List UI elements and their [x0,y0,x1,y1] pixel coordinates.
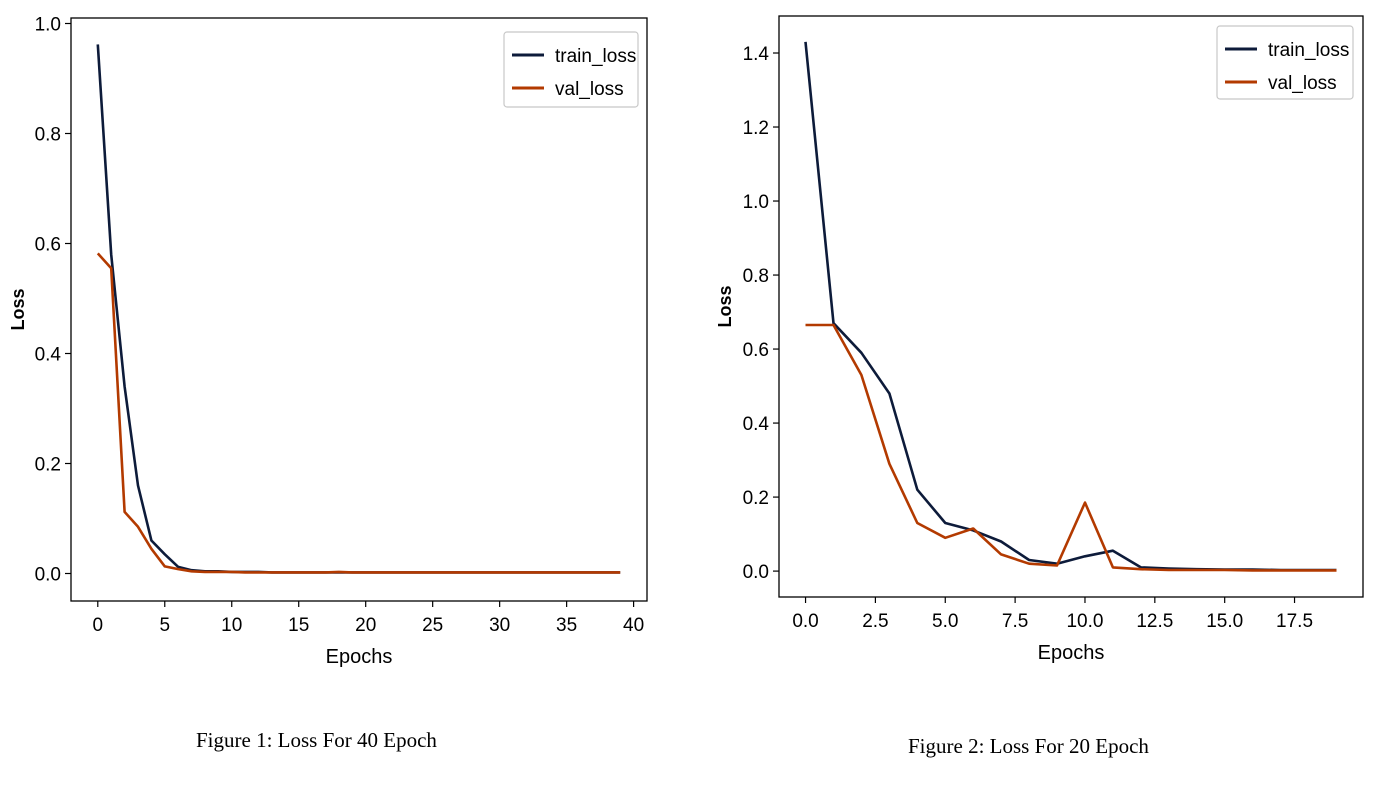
x-tick-label: 20 [355,615,376,636]
x-tick-label: 25 [422,615,443,636]
y-axis-label: Loss [715,285,735,327]
loss-chart-40-epoch: 0 5 10 15 20 25 30 35 40 0.0 0.2 0.4 0.6 0.8 1.0 Epochs… [8,15,648,668]
x-tick-label: 10 [221,615,242,636]
legend-label-train-loss: train_loss [555,46,636,67]
series-line-val-loss [96,252,621,574]
figure-2: 0.0 2.5 5.0 7.5 10.0 12.5 15.0 17.5 0.0 0.2 0.4 0.6… [700,0,1374,809]
x-tick-label: 35 [556,615,577,636]
plot-frame [70,17,648,602]
plot-frame [778,15,1364,598]
x-tick-label: 17.5 [1276,611,1313,632]
x-tick-label: 10.0 [1066,611,1103,632]
y-tick-label: 0.2 [35,455,61,476]
legend-label-val-loss: val_loss [555,79,624,100]
y-tick-label: 1.0 [743,192,769,213]
x-tick-label: 30 [489,615,510,636]
figure-2-caption: Figure 2: Loss For 20 Epoch [908,734,1149,758]
x-tick-label: 2.5 [862,611,888,632]
x-tick-label: 7.5 [1002,611,1028,632]
loss-chart-20-epoch: 0.0 2.5 5.0 7.5 10.0 12.5 15.0 17.5 0.0 0.2 0.4 0.6… [715,15,1364,664]
legend-label-val-loss: val_loss [1268,73,1337,94]
series-line-train-loss [804,41,1337,572]
y-tick-label: 0.4 [35,345,62,366]
y-tick-label: 0.0 [743,562,769,583]
x-tick-label: 15 [288,615,309,636]
y-tick-label: 0.8 [35,125,61,146]
y-tick-label: 0.8 [743,266,769,287]
x-tick-label: 0 [93,615,104,636]
series-line-val-loss [805,323,1337,572]
legend-label-train-loss: train_loss [1268,40,1349,61]
x-tick-label: 0.0 [792,611,818,632]
x-tick-label: 15.0 [1206,611,1243,632]
x-axis-label: Epochs [1038,642,1105,664]
y-axis-label: Loss [8,288,28,330]
y-tick-label: 1.2 [743,118,769,139]
x-tick-label: 5 [159,615,170,636]
y-tick-label: 1.0 [35,15,61,36]
figure-1-caption: Figure 1: Loss For 40 Epoch [196,728,437,752]
y-tick-label: 1.4 [743,44,770,65]
y-tick-label: 0.0 [35,565,61,586]
figure-1: 0 5 10 15 20 25 30 35 40 0.0 0.2 0.4 0.6 0.8 1.0 Epochs… [0,0,680,809]
y-tick-label: 0.2 [743,488,769,509]
x-tick-label: 5.0 [932,611,958,632]
y-tick-label: 0.4 [743,414,770,435]
x-tick-label: 40 [623,615,644,636]
x-axis-label: Epochs [326,646,393,668]
y-tick-label: 0.6 [35,235,61,256]
x-tick-label: 12.5 [1136,611,1173,632]
y-tick-label: 0.6 [743,340,769,361]
series-line-train-loss [96,44,621,574]
